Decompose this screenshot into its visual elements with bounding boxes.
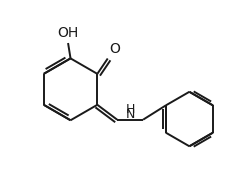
Text: H: H: [126, 103, 135, 116]
Text: OH: OH: [58, 26, 79, 40]
Text: N: N: [126, 108, 135, 121]
Text: O: O: [110, 42, 120, 55]
